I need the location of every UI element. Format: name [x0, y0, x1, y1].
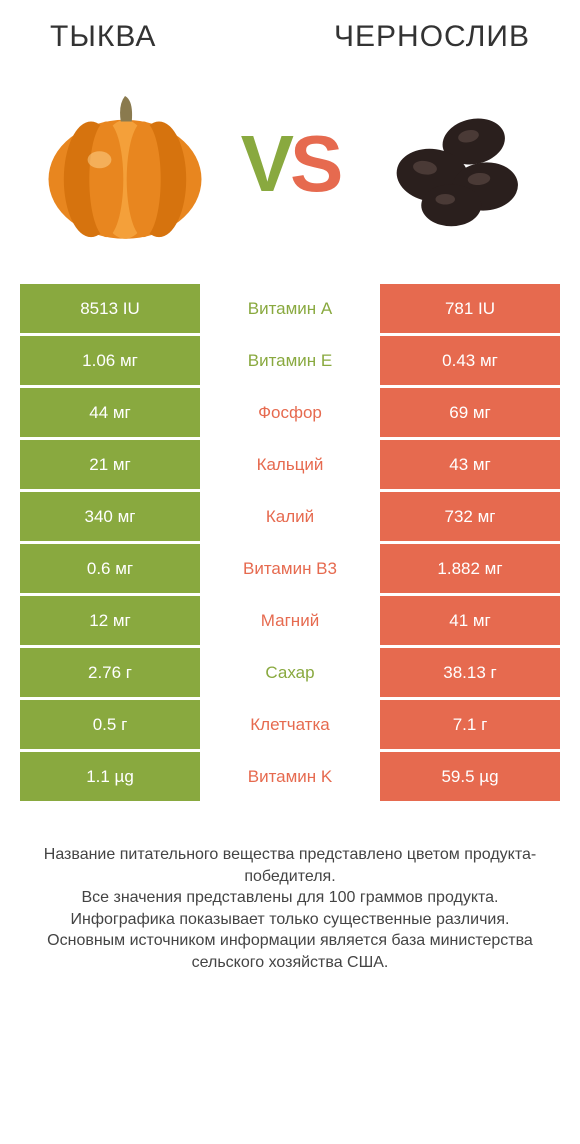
hero-row: VS: [0, 64, 580, 284]
table-row: 12 мгМагний41 мг: [20, 596, 560, 648]
vs-label: VS: [241, 124, 340, 204]
left-value: 8513 IU: [20, 284, 200, 336]
right-value: 38.13 г: [380, 648, 560, 700]
table-row: 0.6 мгВитамин B31.882 мг: [20, 544, 560, 596]
table-row: 2.76 гСахар38.13 г: [20, 648, 560, 700]
footer-line-4: Основным источником информации является …: [30, 930, 550, 973]
right-value: 732 мг: [380, 492, 560, 544]
table-row: 1.06 мгВитамин E0.43 мг: [20, 336, 560, 388]
right-value: 7.1 г: [380, 700, 560, 752]
left-value: 2.76 г: [20, 648, 200, 700]
table-row: 0.5 гКлетчатка7.1 г: [20, 700, 560, 752]
left-value: 0.6 мг: [20, 544, 200, 596]
footer-notes: Название питательного вещества представл…: [0, 804, 580, 974]
nutrient-label: Витамин K: [200, 752, 380, 804]
left-product-title: ТЫКВА: [50, 20, 156, 54]
left-value: 44 мг: [20, 388, 200, 440]
header: ТЫКВА ЧЕРНОСЛИВ: [0, 0, 580, 64]
nutrient-label: Кальций: [200, 440, 380, 492]
comparison-table: 8513 IUВитамин A781 IU1.06 мгВитамин E0.…: [0, 284, 580, 804]
left-value: 0.5 г: [20, 700, 200, 752]
vs-v: V: [241, 119, 290, 208]
footer-line-1: Название питательного вещества представл…: [30, 844, 550, 887]
nutrient-label: Калий: [200, 492, 380, 544]
right-value: 0.43 мг: [380, 336, 560, 388]
nutrient-label: Фосфор: [200, 388, 380, 440]
right-product-title: ЧЕРНОСЛИВ: [334, 20, 530, 54]
table-row: 21 мгКальций43 мг: [20, 440, 560, 492]
footer-line-3: Инфографика показывает только существенн…: [30, 909, 550, 931]
nutrient-label: Витамин B3: [200, 544, 380, 596]
right-value: 43 мг: [380, 440, 560, 492]
right-value: 781 IU: [380, 284, 560, 336]
table-row: 44 мгФосфор69 мг: [20, 388, 560, 440]
vs-s: S: [290, 119, 339, 208]
nutrient-label: Витамин A: [200, 284, 380, 336]
pumpkin-icon: [40, 79, 210, 249]
left-value: 12 мг: [20, 596, 200, 648]
right-value: 1.882 мг: [380, 544, 560, 596]
nutrient-label: Магний: [200, 596, 380, 648]
right-value: 59.5 µg: [380, 752, 560, 804]
nutrient-label: Витамин E: [200, 336, 380, 388]
nutrient-label: Сахар: [200, 648, 380, 700]
table-row: 1.1 µgВитамин K59.5 µg: [20, 752, 560, 804]
left-value: 1.1 µg: [20, 752, 200, 804]
table-row: 340 мгКалий732 мг: [20, 492, 560, 544]
table-row: 8513 IUВитамин A781 IU: [20, 284, 560, 336]
prune-icon: [370, 79, 540, 249]
left-value: 1.06 мг: [20, 336, 200, 388]
left-value: 21 мг: [20, 440, 200, 492]
footer-line-2: Все значения представлены для 100 граммо…: [30, 887, 550, 909]
nutrient-label: Клетчатка: [200, 700, 380, 752]
right-value: 69 мг: [380, 388, 560, 440]
left-value: 340 мг: [20, 492, 200, 544]
right-value: 41 мг: [380, 596, 560, 648]
